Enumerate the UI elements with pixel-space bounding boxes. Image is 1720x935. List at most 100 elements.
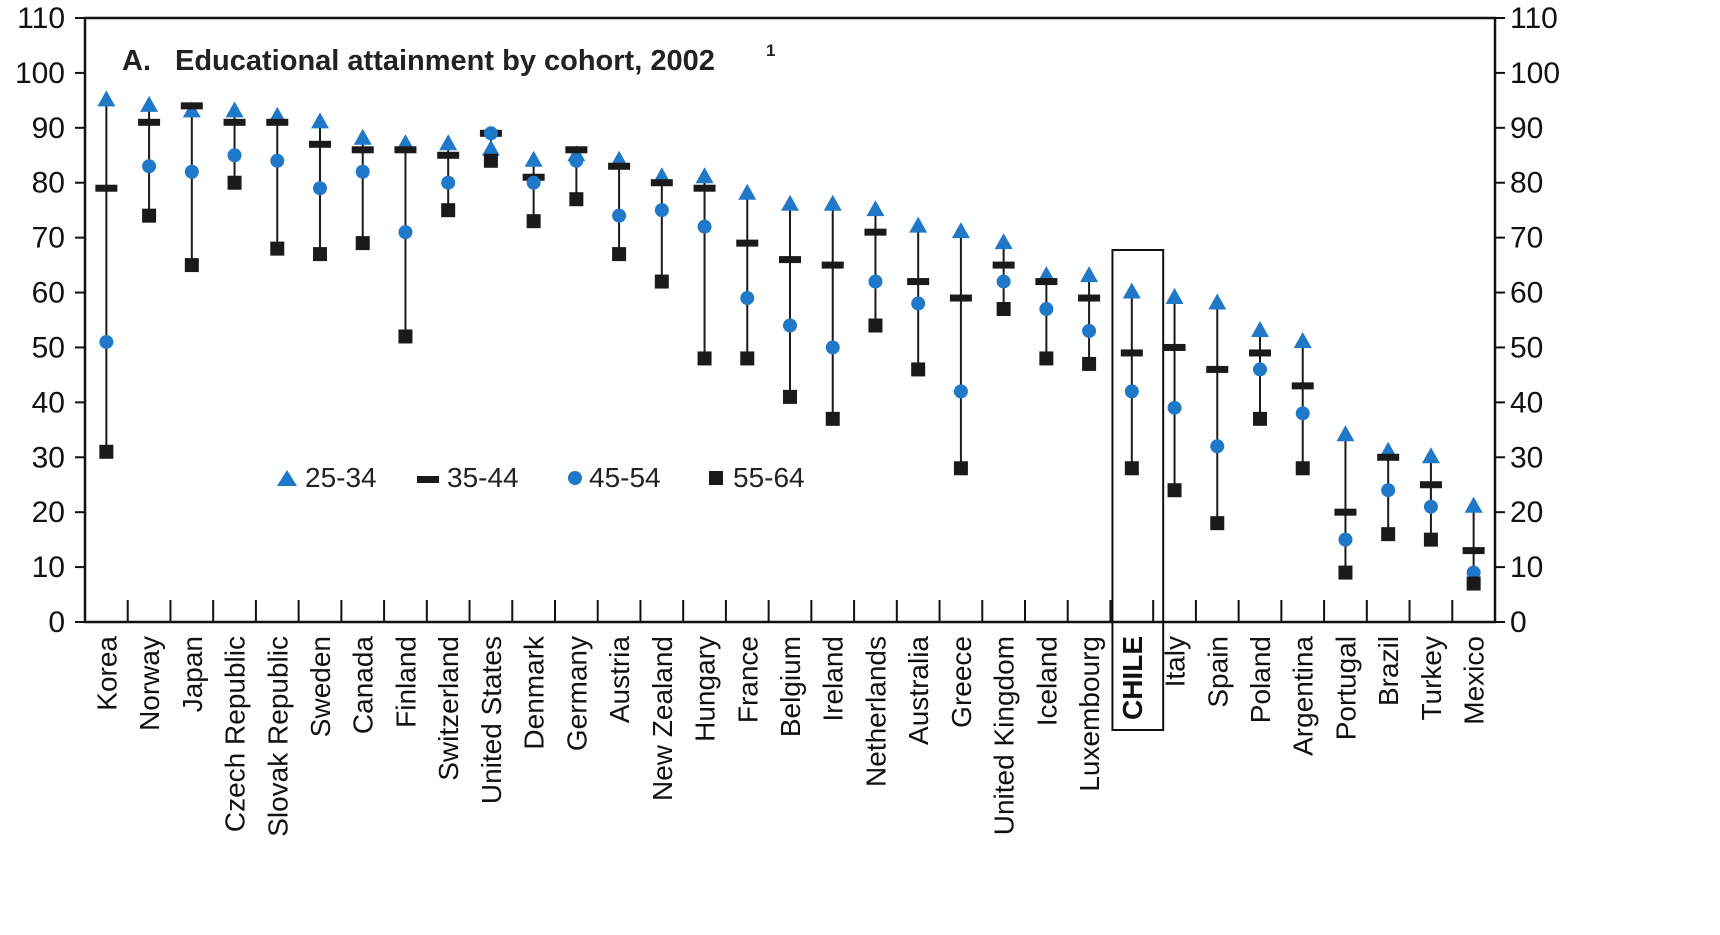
marker-square-55-64 <box>1253 411 1267 426</box>
highlight-rectangle <box>1111 249 1165 731</box>
marker-square-55-64 <box>355 236 370 251</box>
marker-circle-45-54 <box>355 164 370 179</box>
x-category-label: Turkey <box>1416 636 1447 721</box>
x-category-label: Luxembourg <box>1074 636 1105 792</box>
marker-circle-45-54 <box>825 340 840 355</box>
y-tick-label-left: 20 <box>32 496 65 529</box>
x-category-label: Austria <box>604 636 635 724</box>
x-category-label: Belgium <box>775 636 806 737</box>
marker-circle-45-54 <box>953 384 968 399</box>
marker-circle-45-54 <box>1466 565 1481 580</box>
marker-triangle-25-34 <box>524 150 543 167</box>
legend-dash-icon <box>417 476 439 483</box>
marker-triangle-25-34 <box>353 128 372 145</box>
x-axis-ticks <box>126 600 1454 622</box>
legend-triangle-icon <box>277 470 297 486</box>
marker-square-55-64 <box>398 329 413 344</box>
left-axis: 0 10 20 30 40 50 60 70 80 90 100 110 <box>15 2 85 639</box>
marker-circle-45-54 <box>1167 400 1182 415</box>
chart-title: A. Educational attainment by cohort, 200… <box>122 41 775 77</box>
marker-dash-35-44 <box>907 278 930 286</box>
marker-dash-35-44 <box>864 228 887 236</box>
y-tick-label-right: 70 <box>1510 222 1543 255</box>
marker-square-55-64 <box>270 241 285 256</box>
marker-triangle-25-34 <box>1208 293 1227 310</box>
marker-square-55-64 <box>1295 461 1310 476</box>
y-tick-label-right: 40 <box>1510 386 1543 419</box>
marker-triangle-25-34 <box>225 101 244 118</box>
marker-square-55-64 <box>740 351 755 366</box>
x-category-label: New Zealand <box>647 636 678 801</box>
y-tick-label-left: 100 <box>15 57 65 90</box>
marker-square-55-64 <box>783 389 797 404</box>
marker-dash-35-44 <box>1249 349 1271 357</box>
marker-dash-35-44 <box>138 118 161 126</box>
x-category-label: CHILE <box>1117 636 1148 720</box>
x-category-label: Poland <box>1245 636 1276 723</box>
marker-square-55-64 <box>1338 565 1353 580</box>
marker-triangle-25-34 <box>1122 282 1141 299</box>
marker-dash-35-44 <box>1334 508 1357 516</box>
marker-dash-35-44 <box>1078 294 1101 302</box>
marker-triangle-25-34 <box>97 90 116 107</box>
y-tick-label-left: 0 <box>48 606 65 639</box>
marker-circle-45-54 <box>483 126 498 141</box>
marker-circle-45-54 <box>868 274 883 289</box>
marker-square-55-64 <box>1210 516 1225 531</box>
x-category-label: Norway <box>134 636 165 731</box>
marker-dash-35-44 <box>351 146 374 154</box>
y-tick-label-left: 110 <box>17 2 65 35</box>
x-category-label: Greece <box>946 636 977 728</box>
x-category-label: Slovak Republic <box>262 636 293 837</box>
legend-circle-icon <box>568 471 582 485</box>
marker-square-55-64 <box>1082 356 1097 371</box>
marker-circle-45-54 <box>996 274 1011 289</box>
marker-dash-35-44 <box>1163 343 1186 351</box>
x-category-label: Argentina <box>1288 636 1319 756</box>
marker-triangle-25-34 <box>311 112 329 129</box>
marker-circle-45-54 <box>1423 499 1438 514</box>
x-category-label: Germany <box>561 636 592 751</box>
plot-area-frame <box>83 16 1497 624</box>
marker-circle-45-54 <box>1082 323 1097 338</box>
x-category-label: United States <box>476 636 507 804</box>
y-tick-label-left: 80 <box>32 167 65 200</box>
marker-triangle-25-34 <box>481 139 500 156</box>
marker-square-55-64 <box>868 318 883 333</box>
marker-circle-45-54 <box>740 291 755 306</box>
marker-dash-35-44 <box>565 146 588 154</box>
marker-square-55-64 <box>953 461 968 476</box>
marker-triangle-25-34 <box>1165 288 1184 305</box>
marker-square-55-64 <box>697 351 712 366</box>
marker-circle-45-54 <box>184 164 199 179</box>
marker-triangle-25-34 <box>994 233 1013 250</box>
y-tick-label-right: 0 <box>1510 606 1527 639</box>
y-tick-label-right: 20 <box>1510 496 1543 529</box>
x-category-label: Finland <box>390 636 421 728</box>
marker-triangle-25-34 <box>1464 496 1483 513</box>
y-tick-label-right: 30 <box>1510 441 1543 474</box>
marker-dash-35-44 <box>1377 453 1400 461</box>
x-category-label: Australia <box>903 636 934 745</box>
marker-circle-45-54 <box>270 153 285 168</box>
marker-square-55-64 <box>996 302 1011 317</box>
x-category-label: Switzerland <box>433 636 464 781</box>
marker-triangle-25-34 <box>1336 425 1355 442</box>
marker-square-55-64 <box>313 247 327 262</box>
marker-dash-35-44 <box>779 256 801 264</box>
marker-circle-45-54 <box>227 148 242 163</box>
marker-dash-35-44 <box>437 151 460 159</box>
marker-dash-35-44 <box>650 179 673 187</box>
marker-circle-45-54 <box>142 159 157 174</box>
marker-circle-45-54 <box>313 181 327 196</box>
marker-triangle-25-34 <box>1421 447 1440 464</box>
marker-dash-35-44 <box>1206 365 1229 373</box>
y-tick-label-right: 110 <box>1510 2 1558 35</box>
marker-triangle-25-34 <box>951 222 970 239</box>
marker-triangle-25-34 <box>695 167 714 184</box>
x-category-label: Spain <box>1202 636 1233 708</box>
x-category-label: France <box>732 636 763 723</box>
marker-triangle-25-34 <box>1080 266 1099 283</box>
y-tick-label-right: 80 <box>1510 167 1543 200</box>
y-tick-label-right: 10 <box>1510 551 1543 584</box>
